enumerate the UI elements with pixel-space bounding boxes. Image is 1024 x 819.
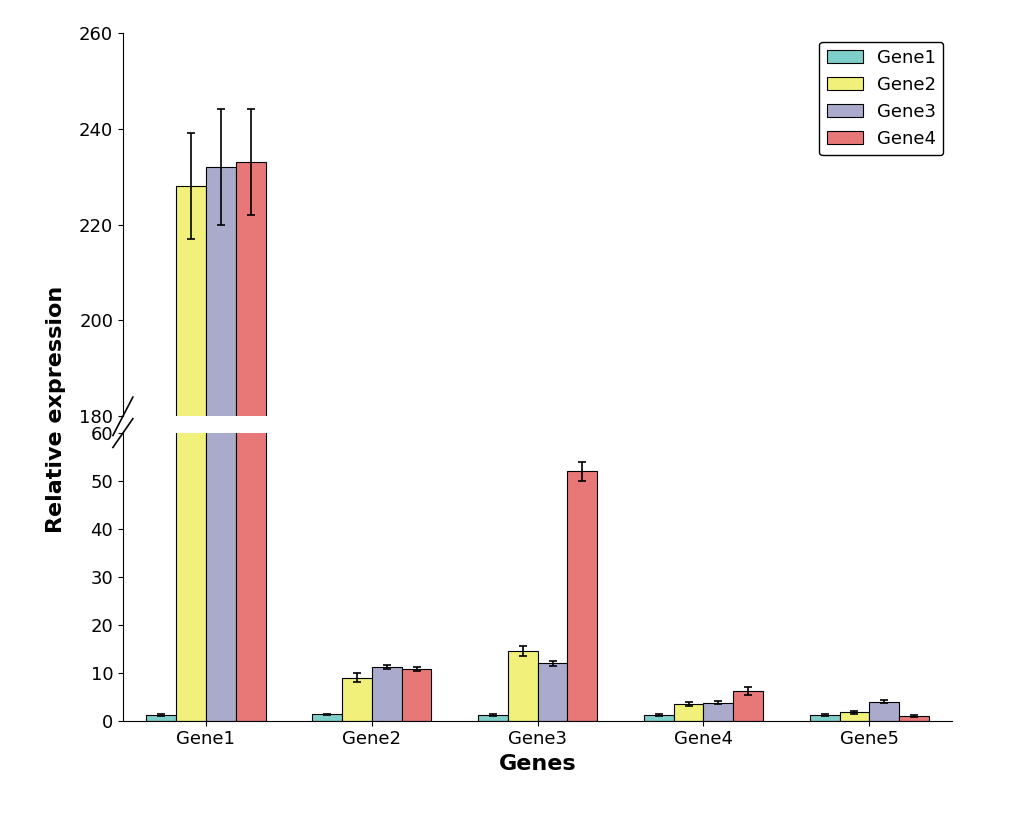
Bar: [176, 0, 206, 721]
Bar: [312, 714, 342, 721]
Bar: [869, 702, 899, 721]
Bar: [176, 186, 206, 819]
Bar: [733, 691, 763, 721]
Bar: [899, 716, 929, 721]
Bar: [146, 715, 176, 721]
Legend: Gene1, Gene2, Gene3, Gene4: Gene1, Gene2, Gene3, Gene4: [819, 42, 943, 156]
Bar: [538, 663, 567, 721]
Bar: [206, 0, 236, 721]
Bar: [810, 715, 840, 721]
Bar: [342, 677, 372, 721]
Bar: [401, 669, 431, 721]
Bar: [644, 715, 674, 721]
Text: Relative expression: Relative expression: [46, 286, 67, 533]
Bar: [567, 472, 597, 721]
Bar: [236, 0, 265, 721]
Bar: [674, 704, 703, 721]
Bar: [236, 162, 265, 819]
Bar: [508, 651, 538, 721]
Bar: [478, 716, 508, 721]
Bar: [840, 712, 869, 721]
Bar: [372, 667, 401, 721]
X-axis label: Genes: Genes: [499, 754, 577, 774]
Bar: [703, 703, 733, 721]
Bar: [206, 167, 236, 819]
